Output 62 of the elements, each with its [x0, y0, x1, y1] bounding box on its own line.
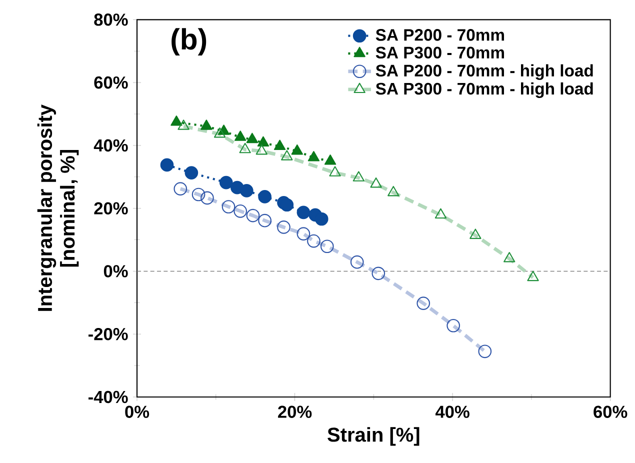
point: [478, 344, 492, 358]
point: [200, 120, 212, 130]
point: [308, 151, 320, 162]
point: [370, 177, 382, 188]
point: [281, 150, 293, 160]
y-tick-label: -40%: [88, 390, 128, 404]
point: [234, 130, 246, 141]
point: [258, 214, 272, 228]
point: [178, 120, 190, 130]
point: [256, 144, 268, 155]
point: [192, 188, 206, 202]
point: [296, 206, 310, 220]
point: [350, 255, 364, 269]
point: [246, 208, 260, 222]
point: [214, 127, 226, 138]
point: [352, 171, 365, 182]
y-tick-label: 60%: [94, 76, 128, 89]
point: [388, 186, 400, 196]
point: [434, 208, 447, 219]
point: [184, 166, 198, 180]
point: [246, 132, 258, 144]
x-tick-label: 60%: [594, 406, 628, 418]
legend-label: SA P200 - 70mm: [376, 29, 504, 41]
point: [291, 144, 303, 155]
point: [320, 240, 334, 254]
point: [280, 198, 294, 212]
point: [416, 296, 430, 310]
point: [234, 204, 248, 218]
point: [314, 212, 328, 226]
point: [170, 116, 182, 126]
annotation: (b): [172, 28, 206, 56]
point: [329, 166, 341, 176]
point: [174, 182, 188, 196]
point: [446, 318, 460, 332]
point: [324, 154, 336, 165]
point: [222, 200, 236, 214]
point: [372, 266, 386, 280]
y-tick-label: 20%: [94, 202, 128, 214]
y-tick-label: 0%: [104, 265, 128, 278]
point: [470, 228, 482, 239]
point: [200, 191, 214, 205]
legend-label: SA P300 - 70mm - high load: [376, 82, 593, 98]
point: [239, 142, 251, 154]
y-axis-title: Intergranular porosity [nominal, %]: [37, 104, 79, 311]
point: [257, 136, 270, 147]
point: [160, 158, 174, 172]
point: [219, 176, 233, 190]
point: [296, 227, 310, 240]
legend-label: SA P200 - 70mm - high load: [376, 64, 593, 80]
point: [240, 184, 254, 198]
x-tick-label: 40%: [435, 406, 470, 418]
legend-label: SA P300 - 70mm: [376, 46, 504, 59]
y-tick-label: 80%: [94, 14, 128, 26]
point: [307, 234, 320, 248]
x-tick-label: 20%: [278, 406, 312, 418]
point: [258, 190, 272, 204]
x-tick-label: 0%: [125, 406, 150, 418]
y-tick-label: -20%: [88, 328, 128, 340]
x-axis-title: Strain [%]: [328, 427, 420, 446]
point: [274, 140, 286, 150]
point: [277, 220, 290, 234]
y-tick-label: 40%: [94, 139, 128, 152]
